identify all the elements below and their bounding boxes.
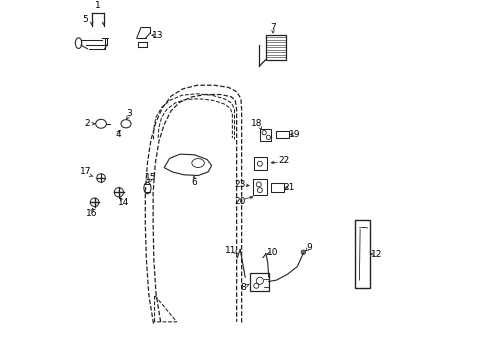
Text: 12: 12 [370,249,382,258]
Circle shape [301,250,305,255]
Text: 6: 6 [191,178,197,187]
Text: 18: 18 [250,119,262,128]
Text: 7: 7 [270,23,275,32]
Text: 16: 16 [86,209,97,218]
Text: 10: 10 [266,248,278,257]
Text: 9: 9 [306,243,312,252]
Text: 14: 14 [117,198,128,207]
Text: 8: 8 [240,283,245,292]
Text: 23: 23 [234,180,245,189]
Text: 13: 13 [152,31,163,40]
Text: 1: 1 [95,1,101,10]
Text: 3: 3 [126,109,131,118]
Text: 22: 22 [278,156,289,165]
Text: 4: 4 [115,130,121,139]
Text: 11: 11 [225,246,236,255]
Text: 5: 5 [82,15,88,24]
Text: 21: 21 [283,183,294,192]
Text: 17: 17 [80,167,92,176]
Text: 15: 15 [145,173,157,182]
Text: 20: 20 [234,197,245,206]
Text: 2: 2 [84,119,89,128]
Text: 19: 19 [288,130,300,139]
